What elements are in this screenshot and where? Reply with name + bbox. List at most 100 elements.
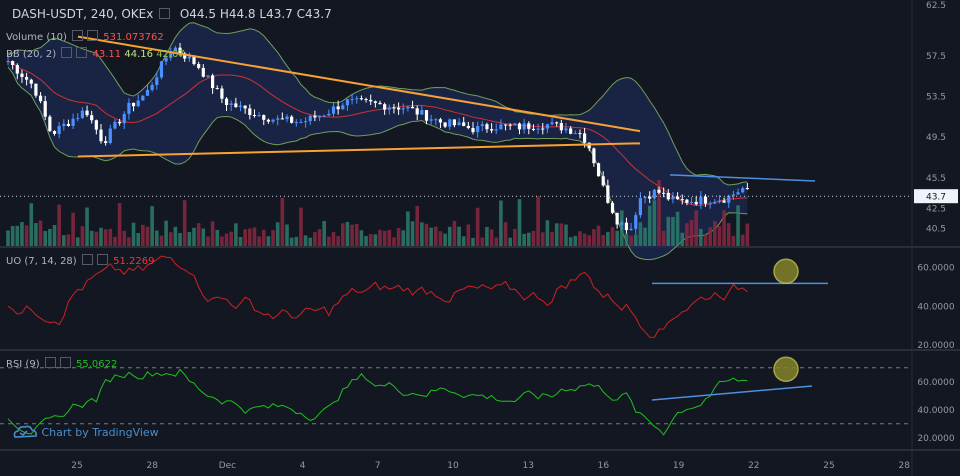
- volume-bar: [689, 220, 694, 246]
- candle-body: [266, 119, 270, 122]
- candle-body: [76, 117, 80, 119]
- price-tick-label: 40.5: [926, 225, 946, 235]
- candle-body: [141, 95, 145, 101]
- candle-body: [197, 64, 201, 68]
- volume-bar: [671, 216, 675, 246]
- candle-body: [727, 195, 731, 203]
- candle-body: [527, 123, 531, 129]
- candle-body: [466, 125, 470, 128]
- volume-bar: [75, 237, 80, 246]
- time-tick-label: 13: [522, 461, 533, 471]
- volume-bar: [708, 227, 712, 246]
- uo-settings-icon[interactable]: [81, 254, 93, 265]
- volume-bar: [336, 236, 340, 246]
- bb-basis-line: [7, 60, 748, 206]
- high-label: H: [219, 7, 229, 21]
- volume-bar: [624, 233, 629, 246]
- candle-body: [113, 121, 117, 129]
- volume-bar: [215, 229, 220, 246]
- volume-bar: [387, 229, 392, 246]
- volume-bar: [471, 237, 475, 246]
- candle-body: [299, 121, 303, 123]
- candle-body: [224, 98, 229, 105]
- candle-body: [676, 196, 680, 200]
- candle-body: [410, 106, 415, 109]
- volume-bar: [201, 228, 206, 246]
- volume-bar: [606, 232, 610, 246]
- rsi-tick-label: 20.0000: [917, 434, 954, 444]
- volume-bar: [680, 232, 685, 246]
- candle-body: [592, 148, 596, 164]
- volume-bar: [85, 207, 89, 246]
- time-tick-label: 25: [71, 461, 82, 471]
- volume-bar: [424, 223, 429, 246]
- volume-bar: [271, 230, 275, 246]
- candle-body: [471, 127, 475, 133]
- volume-bar: [596, 225, 601, 246]
- candle-body: [731, 194, 735, 196]
- volume-bar: [568, 237, 573, 246]
- candle-body: [420, 110, 424, 115]
- candle-body: [424, 110, 429, 121]
- volume-settings-icon[interactable]: [72, 30, 84, 41]
- uo-tick-label: 40.0000: [917, 302, 954, 312]
- candle-body: [345, 99, 350, 106]
- time-tick-label: 10: [447, 461, 459, 471]
- uo-highlight-circle: [773, 258, 799, 285]
- volume-bar: [736, 205, 740, 246]
- candle-body: [304, 121, 308, 123]
- volume-bar: [661, 230, 666, 246]
- candle-body: [741, 188, 745, 193]
- bb-lower-line: [7, 66, 748, 261]
- volume-bar: [396, 228, 401, 246]
- volume-bar: [257, 236, 261, 246]
- bb-settings-icon[interactable]: [61, 47, 73, 58]
- candle-body: [615, 212, 619, 225]
- volume-label: Volume (10): [6, 32, 67, 43]
- candle-body: [462, 122, 466, 126]
- rsi-close-icon[interactable]: [59, 357, 71, 368]
- settings-icon[interactable]: [159, 8, 171, 19]
- volume-close-icon[interactable]: [87, 30, 99, 41]
- candle-body: [52, 131, 57, 134]
- volume-bar: [289, 237, 294, 246]
- volume-bar: [610, 227, 615, 246]
- volume-bar: [564, 224, 568, 246]
- candle-body: [322, 115, 326, 117]
- volume-bar: [699, 228, 703, 246]
- candle-body: [252, 114, 257, 116]
- volume-legend: Volume (10) 531.073762: [6, 30, 164, 44]
- close-value: 43.7: [305, 7, 332, 21]
- candle-body: [708, 203, 712, 205]
- candle-body: [680, 199, 684, 201]
- volume-bar: [168, 232, 173, 246]
- candle-body: [294, 122, 298, 124]
- uo-close-icon[interactable]: [96, 254, 108, 265]
- volume-bar: [99, 227, 103, 246]
- volume-bar: [52, 225, 57, 246]
- bb-close-icon[interactable]: [76, 47, 88, 58]
- volume-bar: [173, 226, 178, 246]
- candle-body: [648, 196, 652, 199]
- time-tick-label: 25: [823, 461, 834, 471]
- volume-bar: [527, 232, 531, 246]
- candle-body: [573, 133, 577, 135]
- time-tick-label: 28: [146, 461, 158, 471]
- triangle-upper-trendline: [77, 35, 641, 133]
- candle-body: [238, 105, 243, 108]
- rsi-settings-icon[interactable]: [44, 357, 56, 368]
- candle-body: [736, 192, 740, 195]
- bb-legend: BB (20, 2) 43.11 44.16 42.07: [6, 47, 185, 61]
- volume-bar: [141, 224, 145, 246]
- volume-bar: [10, 226, 15, 246]
- candle-body: [503, 124, 508, 126]
- candle-body: [220, 88, 224, 99]
- volume-bar: [136, 232, 140, 246]
- candle-body: [248, 108, 252, 115]
- volume-bar: [127, 237, 131, 246]
- candle-body: [624, 222, 629, 231]
- volume-bar: [80, 226, 85, 246]
- volume-bar: [38, 220, 43, 246]
- candle-body: [480, 124, 484, 126]
- candle-body: [57, 126, 61, 134]
